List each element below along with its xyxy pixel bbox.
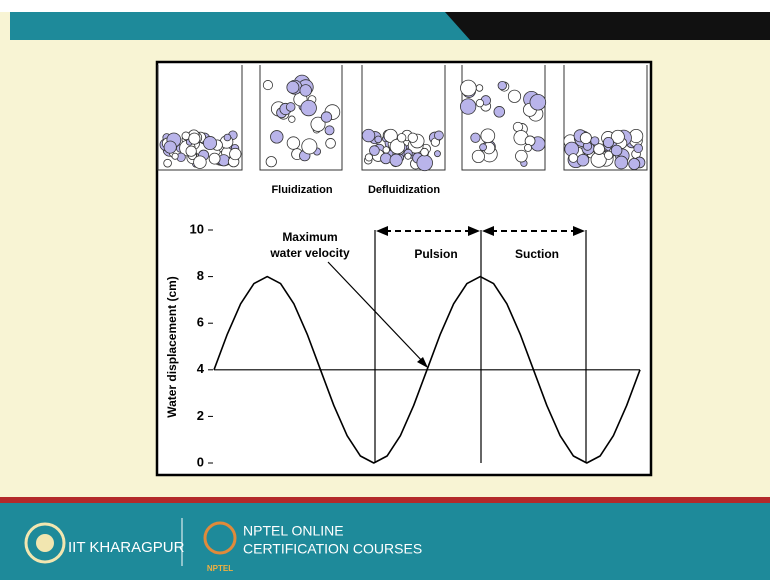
particle bbox=[472, 150, 484, 162]
particle bbox=[577, 154, 589, 166]
particle bbox=[194, 156, 207, 169]
y-tick-label: 6 bbox=[197, 315, 204, 330]
footer-rule bbox=[0, 497, 770, 503]
particle bbox=[634, 144, 643, 153]
iit-logo bbox=[36, 534, 54, 552]
annotation: Maximum bbox=[282, 230, 337, 244]
particle bbox=[270, 131, 283, 144]
particle bbox=[287, 81, 299, 93]
annotation: Suction bbox=[515, 247, 559, 261]
particle bbox=[615, 156, 628, 169]
particle bbox=[603, 137, 613, 147]
course-title: NPTEL ONLINE bbox=[243, 523, 344, 539]
particle bbox=[209, 153, 220, 164]
particle bbox=[390, 154, 402, 166]
particle bbox=[381, 153, 392, 164]
particle bbox=[164, 141, 176, 153]
page: Fluidization Defluidization Maximum wate… bbox=[0, 0, 770, 580]
particle bbox=[289, 116, 296, 123]
particle bbox=[629, 158, 640, 169]
top-bar-dark bbox=[445, 12, 770, 40]
particle bbox=[476, 85, 483, 92]
particle bbox=[189, 133, 200, 144]
particle bbox=[302, 139, 317, 154]
particle bbox=[362, 129, 375, 142]
particle bbox=[286, 103, 295, 112]
particle bbox=[417, 155, 433, 171]
particle bbox=[365, 154, 372, 161]
particle bbox=[569, 154, 578, 163]
particle bbox=[383, 147, 390, 154]
y-tick-label: 2 bbox=[197, 408, 204, 423]
slide: Fluidization Defluidization Maximum wate… bbox=[0, 0, 770, 580]
particle bbox=[408, 133, 417, 142]
particle bbox=[516, 150, 528, 162]
top-edge bbox=[0, 0, 770, 12]
particle bbox=[186, 146, 196, 156]
particle bbox=[421, 148, 429, 156]
particle bbox=[266, 157, 276, 167]
particle bbox=[434, 151, 440, 157]
particle bbox=[580, 132, 591, 143]
course-title: CERTIFICATION COURSES bbox=[243, 541, 422, 557]
particle bbox=[460, 80, 476, 96]
institute-name: IIT KHARAGPUR bbox=[68, 539, 185, 556]
particle bbox=[476, 99, 483, 106]
annotation: Defluidization bbox=[368, 184, 440, 196]
particle bbox=[460, 99, 475, 114]
particle bbox=[405, 153, 411, 159]
y-tick-label: 8 bbox=[197, 268, 204, 283]
particle bbox=[611, 145, 622, 156]
particle bbox=[300, 85, 312, 97]
particle bbox=[172, 153, 178, 159]
figure-frame bbox=[157, 62, 651, 475]
particle bbox=[230, 148, 241, 159]
particle bbox=[375, 136, 382, 143]
y-tick-label: 4 bbox=[197, 361, 205, 376]
annotation: Fluidization bbox=[271, 184, 332, 196]
particle bbox=[471, 133, 480, 142]
particle bbox=[164, 159, 172, 167]
particle bbox=[530, 94, 546, 110]
particle bbox=[325, 126, 334, 135]
y-tick-label: 0 bbox=[197, 454, 204, 469]
particle bbox=[397, 134, 406, 143]
y-axis-label: Water displacement (cm) bbox=[165, 276, 179, 418]
nptel-logo-text: NPTEL bbox=[207, 564, 233, 573]
particle bbox=[524, 144, 531, 151]
particle bbox=[301, 100, 317, 116]
particle bbox=[480, 144, 487, 151]
particle bbox=[224, 134, 231, 141]
particle bbox=[494, 106, 505, 117]
particle bbox=[263, 80, 272, 89]
particle bbox=[498, 81, 506, 89]
particle bbox=[203, 136, 216, 149]
y-tick-label: 10 bbox=[190, 221, 204, 236]
particle bbox=[591, 137, 599, 145]
annotation: Pulsion bbox=[414, 247, 457, 261]
annotation: water velocity bbox=[269, 246, 350, 260]
particle bbox=[434, 131, 443, 140]
particle bbox=[326, 138, 336, 148]
particle bbox=[508, 90, 520, 102]
particle bbox=[287, 137, 300, 150]
particle bbox=[321, 112, 331, 122]
particle bbox=[481, 129, 495, 143]
